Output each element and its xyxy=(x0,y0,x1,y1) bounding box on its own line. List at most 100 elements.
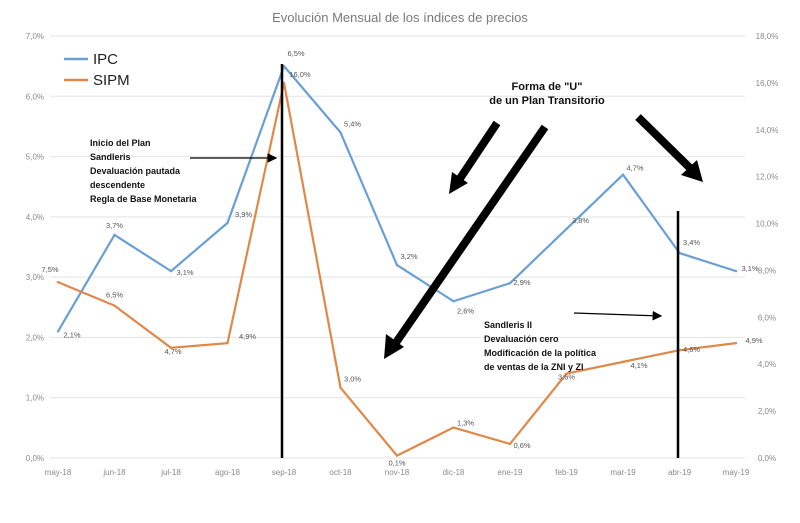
annotation-sandleris-ii-arrow xyxy=(573,310,663,321)
data-label-sipm: 6,5% xyxy=(106,291,123,300)
data-label-sipm: 4,9% xyxy=(745,336,762,345)
right-y-axis: 0,0% 2,0% 4,0% 6,0% 8,0% 10,0% 12,0% 14,0% 16,0%… xyxy=(756,32,779,463)
left-y-axis: 0,0% 1,0% 2,0% 3,0% 4,0% 5,0% 6,0% 7,0% xyxy=(26,32,44,463)
right-tick-label: 4,0% xyxy=(758,360,776,369)
annotation-plan-start-line-5: Regla de Base Monetaria xyxy=(90,194,198,204)
data-point-ipc xyxy=(621,173,625,176)
gridlines xyxy=(50,35,745,459)
annotation-sandleris-ii-line-2: Devaluación cero xyxy=(484,334,559,344)
annotation-sandleris-ii-line-4: de ventas de la ZNI y ZI xyxy=(484,362,584,372)
data-label-sipm: 3,6% xyxy=(558,373,575,382)
x-tick-label: ago-18 xyxy=(215,468,240,477)
annotation-plan-start-line-2: Sandleris xyxy=(90,152,131,162)
x-tick-label: abr-19 xyxy=(668,468,692,477)
right-tick-label: 2,0% xyxy=(758,407,776,416)
series-line-sipm xyxy=(57,81,737,457)
data-label-sipm: 4,6% xyxy=(683,345,700,354)
left-tick-label: 1,0% xyxy=(26,394,44,403)
chart-title: Evolución Mensual de los índices de prec… xyxy=(272,10,528,25)
data-label-ipc: 5,4% xyxy=(344,119,361,128)
data-point-ipc xyxy=(452,300,455,303)
right-tick-label: 12,0% xyxy=(756,173,779,182)
data-label-sipm: 3,0% xyxy=(344,375,361,384)
left-tick-label: 6,0% xyxy=(26,92,44,101)
data-point-ipc xyxy=(169,269,173,273)
data-label-ipc: 4,7% xyxy=(626,164,643,173)
data-point-sipm xyxy=(395,454,399,457)
annotation-plan-start: Inicio del Plan Sandleris Devaluación pa… xyxy=(90,138,278,204)
legend-label-sipm: SIPM xyxy=(93,72,130,89)
data-label-sipm: 1,3% xyxy=(457,419,474,428)
x-tick-label: mar-19 xyxy=(610,468,636,477)
data-point-sipm xyxy=(56,280,60,284)
right-tick-label: 14,0% xyxy=(756,126,779,135)
data-point-sipm xyxy=(734,341,738,345)
data-label-ipc: 3,1% xyxy=(741,264,758,273)
x-tick-label: jun-18 xyxy=(102,468,126,477)
data-label-ipc: 3,8% xyxy=(572,216,589,225)
right-tick-label: 0,0% xyxy=(758,454,776,463)
data-label-sipm: 16,0% xyxy=(289,70,311,79)
left-tick-label: 5,0% xyxy=(26,153,44,162)
x-axis: may-18 jun-18 jul-18 ago-18 sep-18 oct-18 nov-… xyxy=(45,468,750,477)
x-tick-label: sep-18 xyxy=(272,468,297,477)
data-point-ipc xyxy=(339,131,342,134)
annotation-plan-start-line-4: descendente xyxy=(90,180,145,190)
x-tick-label: feb-19 xyxy=(555,468,578,477)
data-label-sipm: 4,9% xyxy=(239,332,256,341)
series-layer xyxy=(56,64,738,457)
annotation-plan-start-line-1: Inicio del Plan xyxy=(90,138,151,148)
data-point-ipc xyxy=(395,263,399,267)
data-label-ipc: 3,4% xyxy=(683,238,700,247)
left-tick-label: 2,0% xyxy=(26,333,44,342)
right-tick-label: 18,0% xyxy=(756,32,779,41)
legend: IPC SIPM xyxy=(64,51,130,89)
thick-arrow-center xyxy=(384,124,549,359)
data-point-ipc xyxy=(734,269,738,273)
thick-arrow-left xyxy=(449,120,501,194)
data-label-sipm: 0,1% xyxy=(388,459,405,468)
data-point-ipc xyxy=(56,330,60,333)
annotation-sandleris-ii-line-1: Sandleris II xyxy=(484,320,532,330)
x-tick-label: may-18 xyxy=(45,468,72,477)
data-point-sipm xyxy=(508,442,512,446)
data-label-sipm: 7,5% xyxy=(41,265,58,274)
data-point-sipm xyxy=(113,304,116,307)
data-label-ipc: 2,9% xyxy=(513,278,530,287)
data-labels: 2,1% 3,7% 3,1% 3,9% 6,5% 5,4% 3,2% 2,6% 2,9% 3,8%… xyxy=(41,49,762,468)
annotation-sandleris-ii: Sandleris II Devaluación cero Modificaci… xyxy=(484,310,663,372)
data-label-ipc: 2,1% xyxy=(63,330,80,339)
right-tick-label: 16,0% xyxy=(756,79,779,88)
annotation-u-shape-line-2: de un Plan Transitorio xyxy=(489,95,605,107)
annotation-u-shape: Forma de "U" de un Plan Transitorio xyxy=(384,81,703,359)
left-tick-label: 0,0% xyxy=(26,454,44,463)
x-tick-label: dic-18 xyxy=(443,468,465,477)
data-label-ipc: 3,1% xyxy=(176,268,193,277)
data-point-sipm xyxy=(169,346,173,350)
annotation-sandleris-ii-line-3: Modificación de la política xyxy=(484,348,597,358)
x-tick-label: jul-18 xyxy=(160,468,181,477)
data-point-sipm xyxy=(452,426,455,429)
data-point-sipm xyxy=(621,360,625,364)
data-label-ipc: 3,9% xyxy=(235,210,252,219)
left-tick-label: 4,0% xyxy=(26,213,44,222)
data-label-ipc: 3,2% xyxy=(400,252,417,261)
data-point-ipc xyxy=(508,281,512,285)
data-point-sipm xyxy=(565,372,568,375)
data-point-ipc xyxy=(113,233,116,237)
x-tick-label: oct-18 xyxy=(329,468,352,477)
data-point-ipc xyxy=(282,64,286,68)
x-tick-label: ene-19 xyxy=(498,468,523,477)
data-point-ipc xyxy=(565,227,568,231)
data-point-sipm xyxy=(282,81,286,85)
annotation-plan-start-line-3: Devaluación pautada xyxy=(90,166,181,176)
data-label-sipm: 0,6% xyxy=(513,441,530,450)
legend-label-ipc: IPC xyxy=(93,51,118,68)
right-tick-label: 10,0% xyxy=(756,220,779,229)
thick-arrow-right xyxy=(635,114,703,182)
data-point-sipm xyxy=(226,341,229,345)
x-tick-label: may-19 xyxy=(723,468,750,477)
data-label-ipc: 6,5% xyxy=(287,49,304,58)
data-point-sipm xyxy=(339,386,342,389)
